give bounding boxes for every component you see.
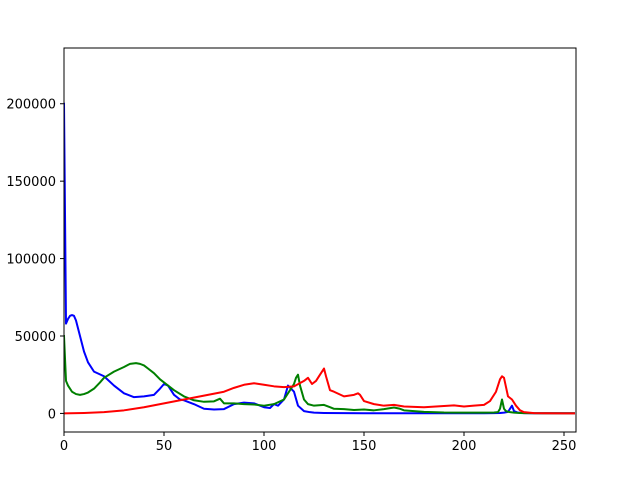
- plot-frame: [63, 47, 577, 433]
- x-tick-label: 200: [452, 439, 477, 454]
- x-tick-label: 150: [352, 439, 377, 454]
- series-layer: [64, 102, 575, 415]
- y-tick-label: 50000: [15, 330, 56, 345]
- series-line-2: [64, 367, 575, 415]
- x-tick-label: 100: [252, 439, 277, 454]
- x-tick-label: 250: [552, 439, 577, 454]
- y-tick-label: 0: [48, 407, 56, 422]
- y-tick-label: 200000: [6, 98, 56, 113]
- x-tick-label: 0: [60, 439, 68, 454]
- series-line-0: [64, 102, 575, 415]
- y-tick-label: 100000: [6, 253, 56, 268]
- axes-layer: 0 50 100 150 200 250 0 50000 100000 150000 200000: [6, 47, 577, 454]
- series-line-1: [64, 334, 575, 415]
- y-tick-label: 150000: [6, 175, 56, 190]
- x-tick-label: 50: [156, 439, 173, 454]
